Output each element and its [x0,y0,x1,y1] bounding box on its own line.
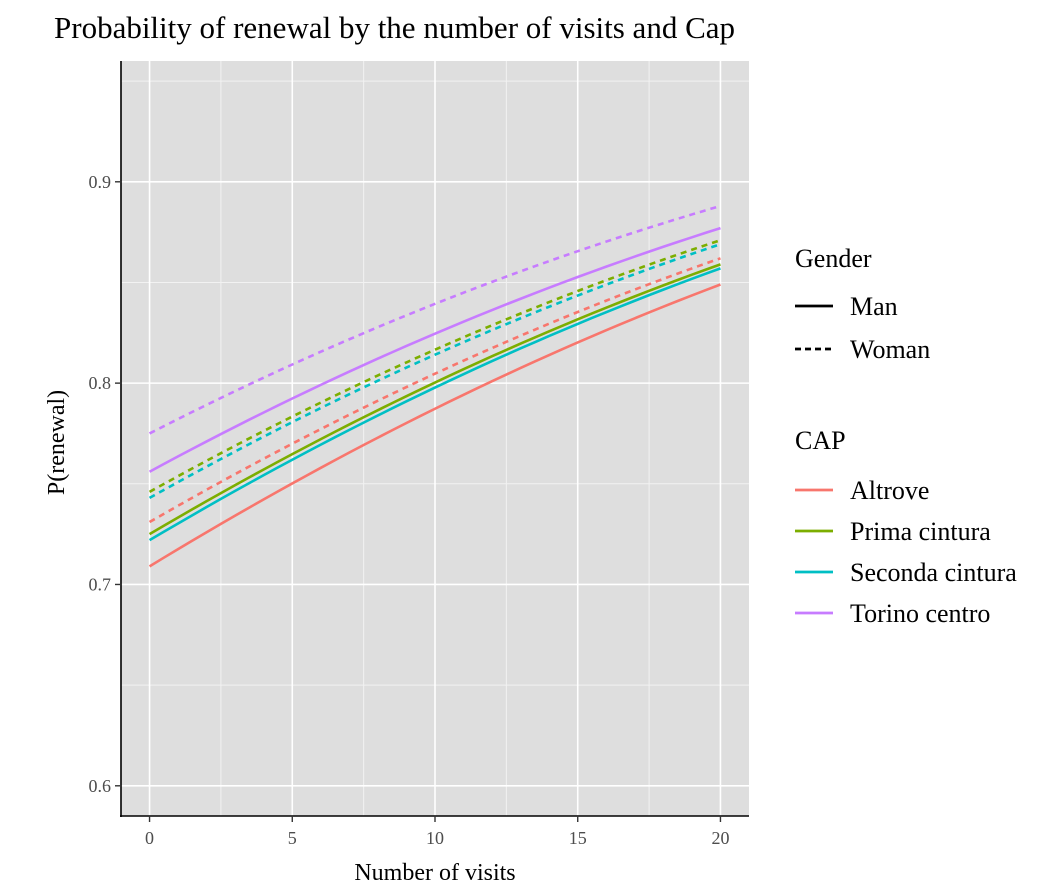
legend-label-altrove: Altrove [850,476,929,505]
y-tick-label: 0.7 [89,574,112,594]
y-tick-label: 0.6 [89,776,112,796]
y-tick-label: 0.8 [89,373,112,393]
x-axis-title: Number of visits [354,860,515,886]
x-tick-label: 0 [145,828,154,848]
chart-title: Probability of renewal by the number of … [54,10,736,45]
series-line-prima-cintura-man [148,263,721,536]
legend-label-seconda-cintura: Seconda cintura [850,558,1017,587]
series-line-prima-cintura-woman [148,238,721,493]
y-tick-label: 0.9 [89,172,112,192]
x-tick-label: 15 [569,828,587,848]
legend-title-cap: CAP [795,426,846,455]
series-line-torino-centro-man [148,226,721,473]
series-line-altrove-man [148,283,721,568]
series-line-seconda-cintura-woman [148,242,721,500]
legend-label-man: Man [850,292,898,321]
legend-title-gender: Gender [795,244,872,273]
axes: 0 5 10 15 20 0.6 0.7 0.8 0.9 Number of visits P(re… [44,61,749,886]
series-line-seconda-cintura-man [148,267,721,542]
series-lines [148,204,721,568]
gridlines [121,61,749,816]
legend-label-torino-centro: Torino centro [850,599,990,628]
legend-label-prima-cintura: Prima cintura [850,517,991,546]
x-tick-label: 5 [288,828,297,848]
series-line-torino-centro-woman [148,204,721,435]
series-line-altrove-woman [148,257,721,524]
legend-label-woman: Woman [850,335,930,364]
x-tick-label: 10 [426,828,444,848]
y-axis-title: P(renewal) [44,390,70,495]
x-tick-label: 20 [711,828,729,848]
